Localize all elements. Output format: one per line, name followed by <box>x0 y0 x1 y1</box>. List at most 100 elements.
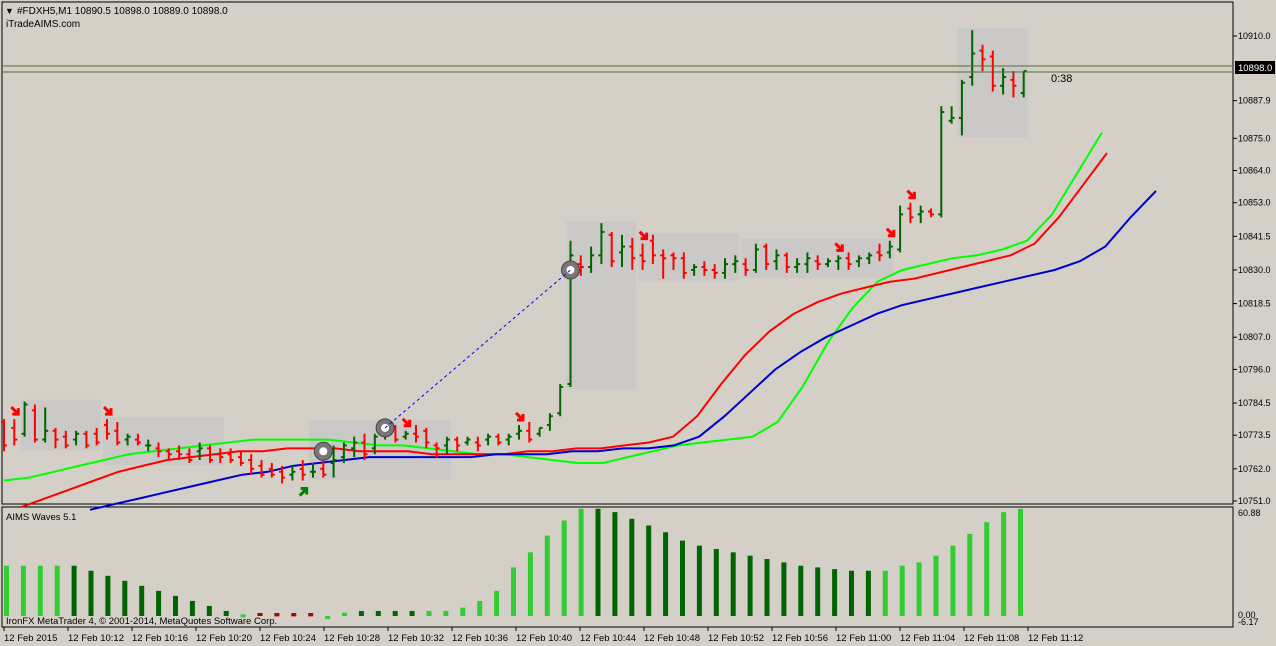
candle <box>134 433 141 446</box>
wave-bar <box>223 610 229 616</box>
candle <box>897 205 904 253</box>
price-tick-label: 10853.0 <box>1238 198 1271 208</box>
candle <box>660 249 667 279</box>
price-tick-label: 10875.0 <box>1238 133 1271 143</box>
wave-bar <box>747 555 753 616</box>
candle <box>237 451 244 466</box>
wave-bar <box>561 520 567 616</box>
indicator-tick-label: 60.88 <box>1238 508 1261 518</box>
time-tick-label: 12 Feb 2015 <box>4 633 57 644</box>
price-tick-label: 10887.9 <box>1238 96 1271 106</box>
time-tick-label: 12 Feb 10:40 <box>516 633 572 644</box>
candle <box>783 252 790 273</box>
candle <box>763 243 770 270</box>
candle <box>93 427 100 446</box>
indicator-panel[interactable] <box>1 506 1234 628</box>
zone-box <box>103 417 225 465</box>
price-tick-label: 10910.0 <box>1238 31 1271 41</box>
wave-bar <box>4 565 9 616</box>
candle <box>773 249 780 270</box>
candle <box>289 465 296 481</box>
candle <box>845 252 852 270</box>
time-tick-label: 12 Feb 10:48 <box>644 633 700 644</box>
sell-arrow-icon <box>10 406 20 416</box>
candle <box>299 460 306 481</box>
sell-arrow-icon <box>638 230 649 241</box>
wave-bar <box>494 590 500 616</box>
price-tick-label: 10841.5 <box>1238 231 1271 241</box>
wave-bar <box>764 559 770 616</box>
time-tick-label: 12 Feb 10:12 <box>68 633 124 644</box>
candle <box>443 436 450 455</box>
candle <box>629 237 636 270</box>
candle <box>969 30 976 86</box>
candle <box>835 255 842 270</box>
candle <box>866 252 873 265</box>
candle <box>711 264 718 279</box>
candle <box>752 243 759 273</box>
sell-arrow-icon <box>834 242 844 252</box>
candle <box>619 234 625 268</box>
time-tick-label: 12 Feb 10:32 <box>388 633 444 644</box>
wave-bar <box>409 610 415 616</box>
wave-bar <box>1018 508 1023 616</box>
candle <box>310 462 316 478</box>
wave-bar <box>1001 512 1007 616</box>
wave-bar <box>612 512 618 616</box>
candle <box>608 231 615 268</box>
candle <box>1020 70 1027 98</box>
moving-average-lines <box>3 131 1157 511</box>
candle <box>722 258 728 279</box>
wave-bar <box>578 508 584 616</box>
candle <box>145 439 152 452</box>
wave-bar <box>984 522 990 616</box>
candle <box>917 205 924 224</box>
price-tick-label: 10751.0 <box>1238 496 1271 506</box>
dropdown-arrow-icon[interactable]: ▼ <box>5 6 14 16</box>
candle <box>258 460 265 478</box>
wave-bar <box>37 565 43 616</box>
wave-bar <box>88 570 94 616</box>
candle <box>649 234 656 265</box>
candle <box>825 258 831 268</box>
wave-bar <box>815 567 821 616</box>
copyright-text: IronFX MetaTrader 4, © 2001-2014, MetaQu… <box>6 616 277 627</box>
candle <box>598 223 605 265</box>
candle <box>433 442 440 458</box>
candle <box>62 430 69 449</box>
wave-bar <box>189 600 195 616</box>
time-tick-label: 12 Feb 11:00 <box>836 633 891 644</box>
time-tick-label: 12 Feb 11:08 <box>964 633 1019 644</box>
candle <box>73 430 80 446</box>
time-tick-label: 12 Feb 10:20 <box>196 633 252 644</box>
wave-bar <box>798 565 804 616</box>
wave-bar <box>257 613 263 616</box>
candle <box>814 255 821 270</box>
candle <box>31 404 38 443</box>
candle <box>268 462 275 478</box>
wave-bar <box>629 518 635 616</box>
time-tick-label: 12 Feb 10:56 <box>772 633 828 644</box>
candle <box>361 433 368 461</box>
sell-arrow-icon <box>906 189 916 200</box>
price-tick-label: 10762.0 <box>1238 464 1271 474</box>
wave-bar <box>443 610 449 616</box>
moving-average-line <box>89 190 1157 511</box>
symbol-readout: #FDXH5,M1 10890.5 10898.0 10889.0 10898.… <box>17 6 228 17</box>
wave-bar <box>781 562 787 616</box>
wave-bar <box>477 600 483 616</box>
candle <box>680 252 687 279</box>
price-tick-label: 10773.5 <box>1238 430 1271 440</box>
candle <box>351 436 358 458</box>
candle <box>536 426 543 437</box>
wave-bar <box>274 613 280 617</box>
marker-dot-icon <box>319 447 328 456</box>
wave-bar <box>105 575 111 616</box>
moving-average-line <box>21 152 1108 508</box>
wave-bar <box>426 610 432 616</box>
candle <box>505 433 512 446</box>
price-tick-label: 10830.0 <box>1238 265 1271 275</box>
wave-bar <box>832 569 838 616</box>
candle <box>691 264 698 276</box>
